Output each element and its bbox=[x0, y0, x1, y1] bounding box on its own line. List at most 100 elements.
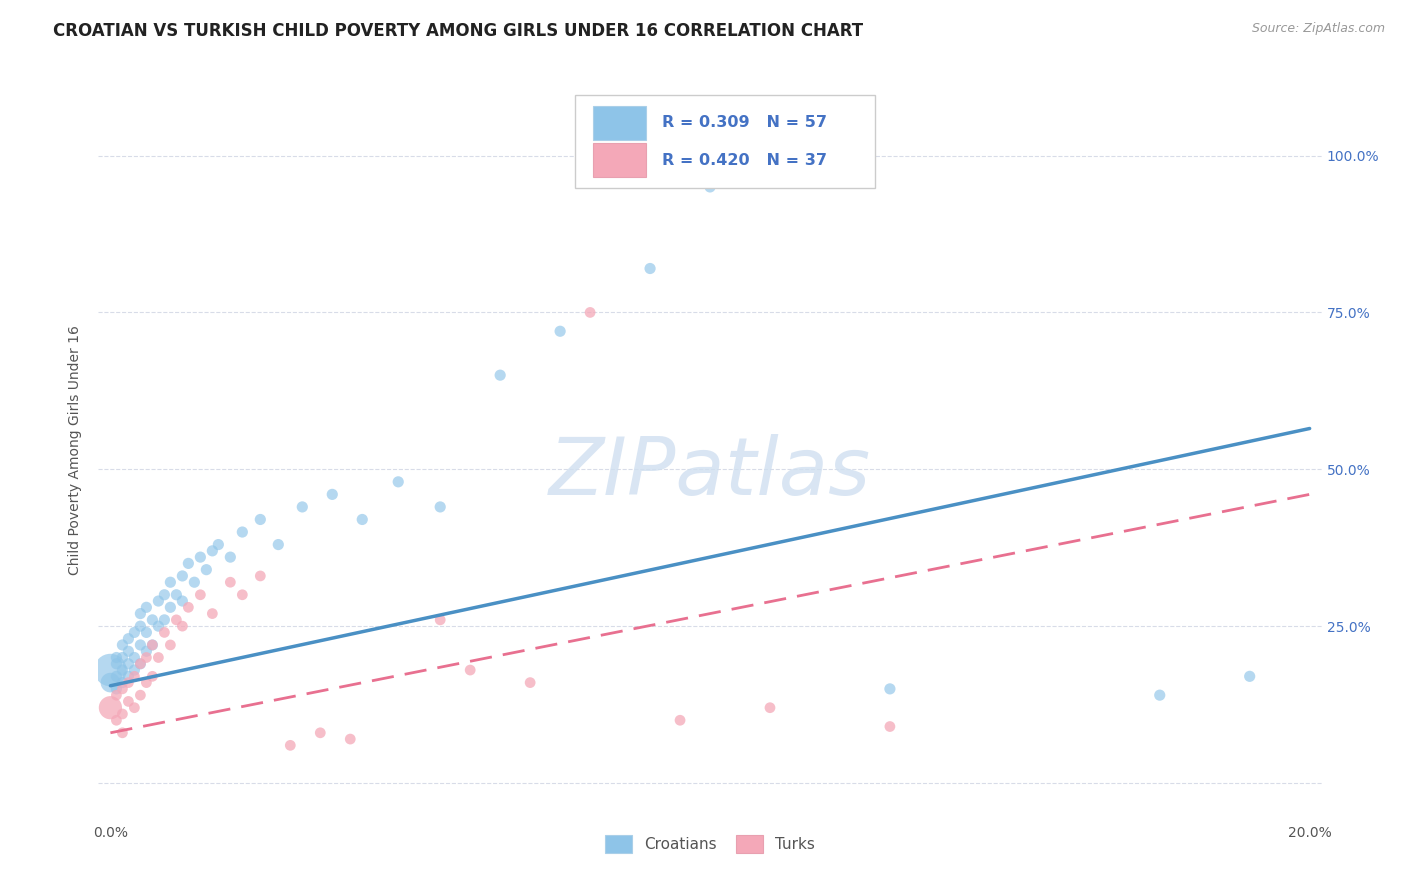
Point bbox=[1239, 669, 1261, 683]
Point bbox=[100, 700, 122, 714]
Point bbox=[278, 739, 301, 753]
Point bbox=[291, 500, 314, 514]
Point bbox=[759, 700, 782, 714]
Point bbox=[105, 650, 128, 665]
Text: CROATIAN VS TURKISH CHILD POVERTY AMONG GIRLS UNDER 16 CORRELATION CHART: CROATIAN VS TURKISH CHILD POVERTY AMONG … bbox=[53, 22, 863, 40]
Point bbox=[548, 324, 571, 338]
Point bbox=[153, 625, 176, 640]
Point bbox=[124, 625, 146, 640]
Point bbox=[489, 368, 512, 383]
Point bbox=[117, 694, 139, 708]
Point bbox=[699, 180, 721, 194]
FancyBboxPatch shape bbox=[592, 105, 647, 140]
Point bbox=[219, 575, 242, 590]
Point bbox=[135, 625, 157, 640]
Point bbox=[188, 550, 211, 565]
Point bbox=[100, 675, 122, 690]
Point bbox=[129, 619, 152, 633]
Point bbox=[321, 487, 343, 501]
Point bbox=[148, 650, 170, 665]
Point bbox=[159, 638, 181, 652]
Point bbox=[148, 594, 170, 608]
Point bbox=[458, 663, 481, 677]
Point bbox=[183, 575, 205, 590]
Point bbox=[172, 594, 194, 608]
Point bbox=[267, 538, 290, 552]
Text: Source: ZipAtlas.com: Source: ZipAtlas.com bbox=[1251, 22, 1385, 36]
Point bbox=[207, 538, 229, 552]
Point bbox=[159, 600, 181, 615]
Point bbox=[111, 681, 134, 696]
Point bbox=[117, 657, 139, 671]
Point bbox=[309, 726, 332, 740]
Point bbox=[159, 575, 181, 590]
Text: ZIPatlas: ZIPatlas bbox=[548, 434, 872, 512]
Point bbox=[135, 675, 157, 690]
Point bbox=[879, 681, 901, 696]
Point bbox=[387, 475, 409, 489]
Point bbox=[129, 607, 152, 621]
Point bbox=[165, 588, 187, 602]
Point bbox=[352, 512, 374, 526]
Point bbox=[172, 619, 194, 633]
Point bbox=[165, 613, 187, 627]
Point bbox=[135, 600, 157, 615]
FancyBboxPatch shape bbox=[575, 95, 875, 187]
Point bbox=[141, 638, 163, 652]
Point bbox=[201, 607, 224, 621]
Point bbox=[129, 657, 152, 671]
Point bbox=[669, 713, 692, 727]
Point bbox=[141, 638, 163, 652]
Point bbox=[117, 632, 139, 646]
Point bbox=[129, 657, 152, 671]
Point bbox=[117, 675, 139, 690]
Point bbox=[148, 619, 170, 633]
FancyBboxPatch shape bbox=[592, 143, 647, 178]
Point bbox=[177, 557, 200, 571]
Y-axis label: Child Poverty Among Girls Under 16: Child Poverty Among Girls Under 16 bbox=[69, 326, 83, 575]
Point bbox=[111, 650, 134, 665]
Point bbox=[117, 644, 139, 658]
Point bbox=[141, 669, 163, 683]
Point bbox=[105, 669, 128, 683]
Point bbox=[638, 261, 661, 276]
Point bbox=[141, 613, 163, 627]
Point bbox=[129, 688, 152, 702]
Point bbox=[105, 681, 128, 696]
Point bbox=[153, 613, 176, 627]
Point bbox=[124, 663, 146, 677]
Point bbox=[111, 638, 134, 652]
Point bbox=[100, 663, 122, 677]
Point bbox=[231, 588, 253, 602]
Point bbox=[429, 613, 451, 627]
Point bbox=[153, 588, 176, 602]
Text: R = 0.420   N = 37: R = 0.420 N = 37 bbox=[662, 153, 827, 168]
Point bbox=[117, 669, 139, 683]
Point bbox=[177, 600, 200, 615]
Point bbox=[111, 726, 134, 740]
Point bbox=[135, 650, 157, 665]
Point bbox=[249, 569, 271, 583]
Point bbox=[219, 550, 242, 565]
Point bbox=[879, 719, 901, 733]
Point bbox=[105, 657, 128, 671]
Point bbox=[201, 544, 224, 558]
Point bbox=[195, 563, 218, 577]
Point bbox=[1149, 688, 1171, 702]
Point bbox=[105, 713, 128, 727]
Point bbox=[519, 675, 541, 690]
Point bbox=[111, 675, 134, 690]
Text: R = 0.309   N = 57: R = 0.309 N = 57 bbox=[662, 115, 827, 130]
Point bbox=[579, 305, 602, 319]
Point bbox=[105, 688, 128, 702]
Point bbox=[111, 663, 134, 677]
Point bbox=[429, 500, 451, 514]
Point bbox=[339, 732, 361, 747]
Point bbox=[231, 524, 253, 539]
Point bbox=[111, 706, 134, 721]
Legend: Croatians, Turks: Croatians, Turks bbox=[598, 827, 823, 861]
Point bbox=[124, 700, 146, 714]
Point bbox=[135, 644, 157, 658]
Point bbox=[124, 650, 146, 665]
Point bbox=[188, 588, 211, 602]
